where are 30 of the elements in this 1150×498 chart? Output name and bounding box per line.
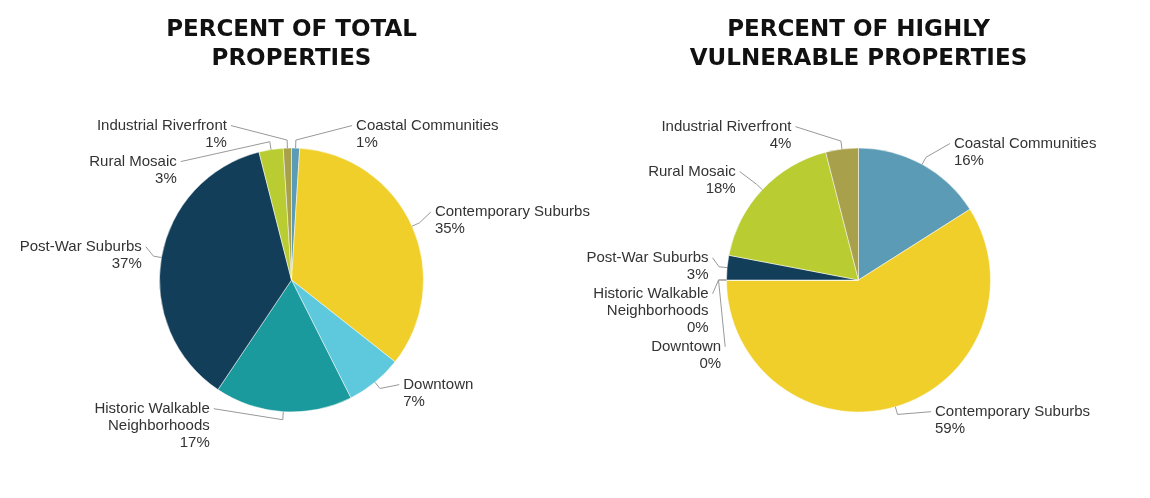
data-label: 16%: [953, 151, 984, 169]
chart-title: PERCENT OF HIGHLY VULNERABLE PROPERTIES: [689, 15, 1028, 70]
data-label: 1%: [356, 133, 378, 151]
data-label: 37%: [111, 254, 142, 272]
data-label: 18%: [705, 179, 736, 197]
chart-title: PERCENT OF TOTAL PROPERTIES: [166, 15, 418, 70]
slice-label: Industrial Riverfront: [661, 117, 793, 135]
data-label: 1%: [205, 133, 227, 151]
data-label: 7%: [403, 392, 425, 410]
slice-label: Rural Mosaic: [648, 162, 737, 180]
data-label: 35%: [434, 219, 465, 237]
data-label: 59%: [934, 419, 966, 437]
slice-label: Contemporary Suburbs: [434, 202, 590, 220]
data-label: 4%: [769, 134, 792, 152]
data-label: 17%: [179, 433, 210, 451]
slice-label: Coastal Communities: [356, 116, 499, 134]
slice-label: Contemporary Suburbs: [934, 402, 1091, 420]
slice-label: Rural Mosaic: [89, 152, 178, 170]
slice-label: Industrial Riverfront: [96, 116, 228, 134]
category-label: Downtown: [651, 337, 722, 355]
text: 0%: [699, 354, 722, 372]
legend-label: Historic Walkable Neighborhoods: [593, 284, 709, 319]
data-label: 3%: [686, 265, 709, 283]
text: 0%: [686, 318, 709, 336]
slice-label: Post-War Suburbs: [19, 237, 142, 255]
slice-label: Coastal Communities: [953, 134, 1097, 152]
slice-label: Downtown: [403, 375, 474, 393]
data-label: 3%: [155, 169, 177, 187]
slice-label: Post-War Suburbs: [586, 248, 709, 266]
slice-label: Historic Walkable Neighborhoods: [94, 399, 210, 434]
